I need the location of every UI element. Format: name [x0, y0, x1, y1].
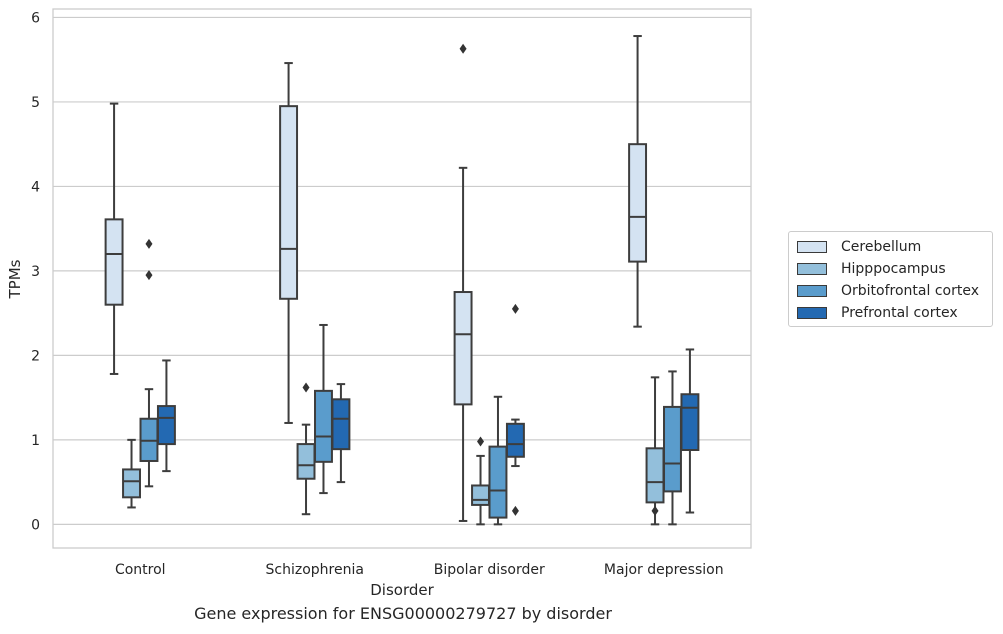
iqr-box [628, 143, 648, 263]
outlier-point [302, 382, 310, 393]
legend-swatch [797, 241, 827, 253]
box-cerebellum [628, 35, 648, 328]
box-hipppocampus [296, 382, 316, 516]
box-orbitofrontal-cortex [314, 323, 333, 495]
iqr-box [296, 443, 316, 480]
box-hipppocampus [471, 436, 490, 526]
iqr-box [505, 422, 525, 458]
box-hipppocampus [645, 376, 665, 526]
outlier-point [511, 505, 519, 516]
legend-item: Cerebellum [797, 236, 984, 258]
legend-swatch [797, 285, 827, 297]
box-prefrontal-cortex [680, 348, 700, 514]
box-prefrontal-cortex [505, 303, 525, 516]
y-tick-labels: 0 1 2 3 4 5 6 [31, 10, 40, 533]
iqr-box [680, 393, 700, 452]
x-tick-label: Control [115, 562, 166, 578]
legend-item: Hipppocampus [797, 258, 984, 280]
legend-item: Orbitofrontal cortex [797, 280, 984, 302]
outlier-point [511, 303, 519, 314]
legend-swatch [797, 307, 827, 319]
y-tick-label: 3 [31, 264, 40, 280]
outlier-point [477, 436, 485, 447]
box-orbitofrontal-cortex [663, 370, 682, 526]
legend-swatch [797, 263, 827, 275]
chart-caption: Gene expression for ENSG00000279727 by d… [194, 604, 612, 623]
legend-label: Hipppocampus [841, 261, 946, 277]
x-axis-label: Disorder [370, 581, 434, 599]
y-axis-label: TPMs [6, 259, 24, 299]
box-orbitofrontal-cortex [488, 395, 508, 526]
box-prefrontal-cortex [331, 383, 351, 484]
x-tick-labels: Control Schizophrenia Bipolar disorder Majo… [115, 562, 724, 578]
iqr-box [279, 105, 299, 300]
outlier-point [145, 238, 153, 249]
x-tick-label: Major depression [604, 562, 724, 578]
box-hipppocampus [122, 438, 141, 509]
legend-item: Prefrontal cortex [797, 302, 984, 324]
legend-label: Prefrontal cortex [841, 305, 958, 321]
legend-label: Cerebellum [841, 239, 922, 255]
box-prefrontal-cortex [156, 359, 176, 473]
x-tick-label: Bipolar disorder [434, 562, 545, 578]
iqr-box [453, 291, 473, 406]
iqr-box [488, 445, 508, 519]
x-tick-label: Schizophrenia [266, 562, 364, 578]
legend-label: Orbitofrontal cortex [841, 283, 979, 299]
outlier-point [459, 43, 467, 54]
plot-frame [52, 8, 752, 549]
y-tick-label: 6 [31, 10, 40, 26]
iqr-box [645, 447, 665, 504]
y-tick-label: 2 [31, 348, 40, 364]
iqr-box [156, 405, 176, 446]
iqr-box [331, 398, 351, 451]
box-orbitofrontal-cortex [139, 238, 159, 488]
legend: Cerebellum Hipppocampus Orbitofrontal cort… [788, 231, 993, 327]
iqr-box [122, 468, 141, 499]
iqr-box [104, 218, 124, 306]
box-cerebellum [104, 102, 124, 375]
y-tick-label: 1 [31, 433, 40, 449]
outlier-point [145, 270, 153, 281]
box-cerebellum [453, 43, 473, 522]
iqr-box [663, 405, 682, 493]
y-tick-label: 0 [31, 517, 40, 533]
y-tick-label: 4 [31, 179, 40, 195]
box-groups [104, 35, 700, 526]
outlier-point [651, 505, 659, 516]
iqr-box [314, 389, 333, 463]
y-tick-label: 5 [31, 95, 40, 111]
iqr-box [471, 484, 490, 506]
box-cerebellum [279, 62, 299, 424]
